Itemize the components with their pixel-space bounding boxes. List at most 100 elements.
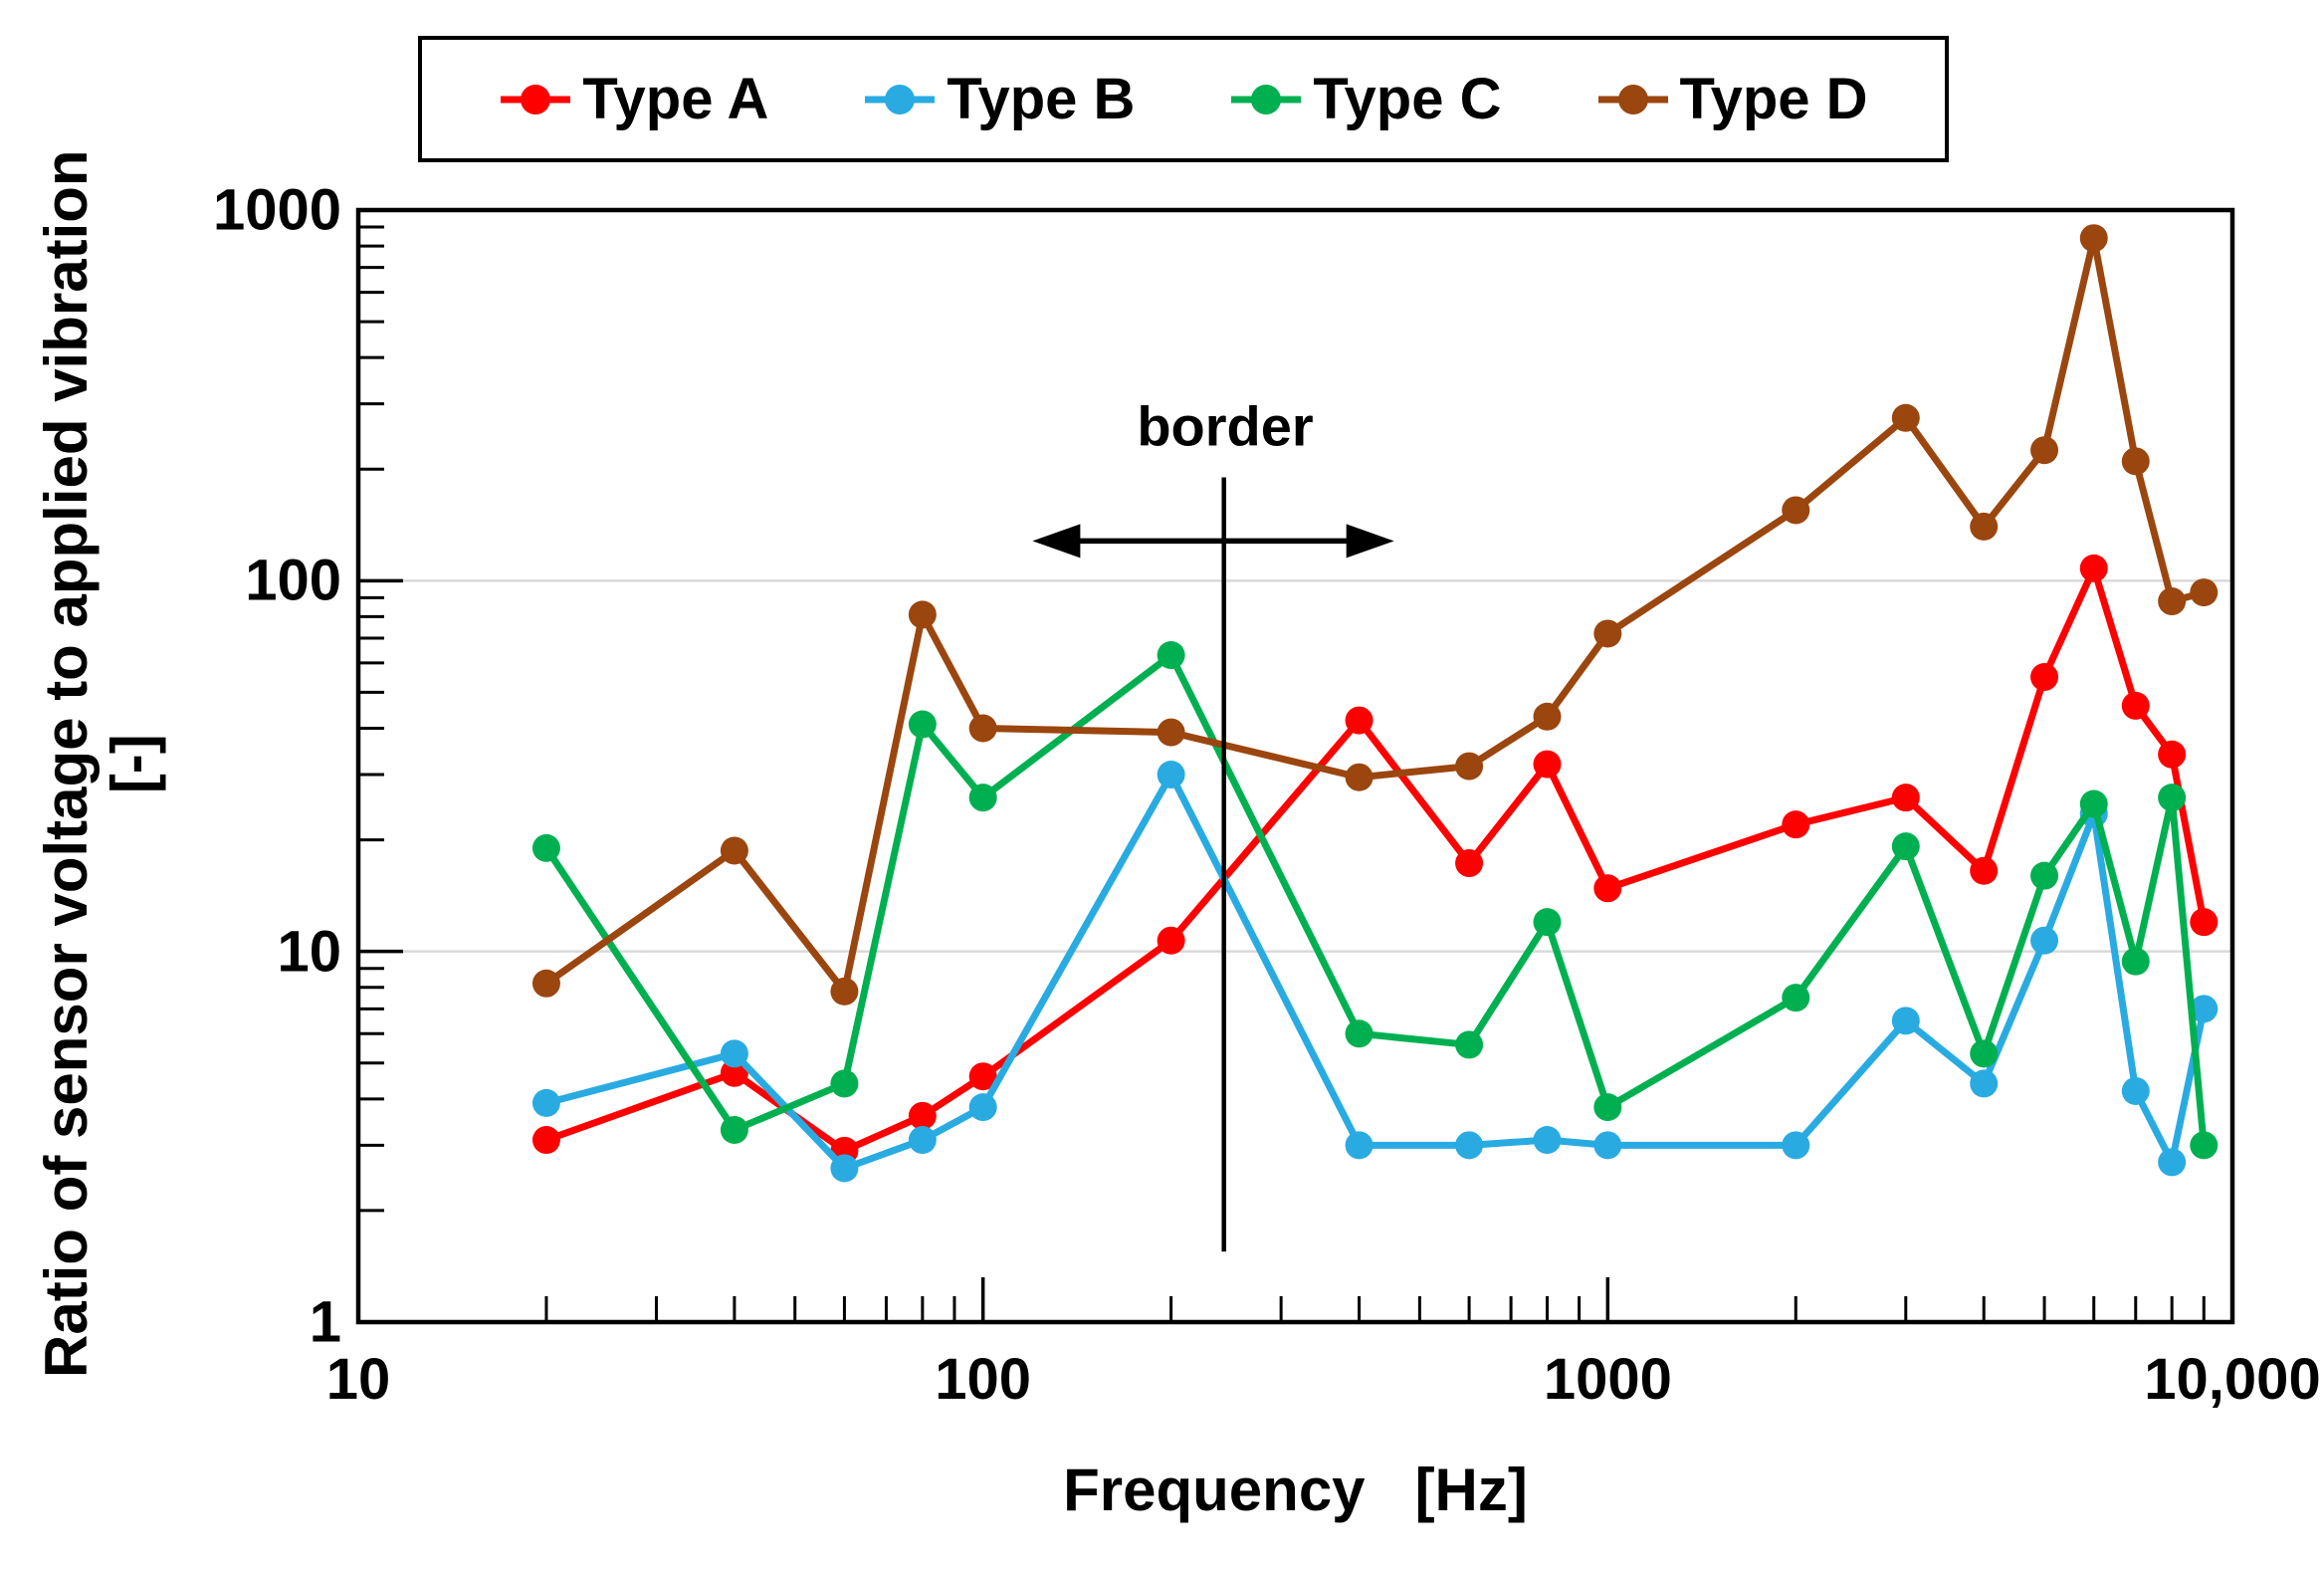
data-point-marker-type-d [2030, 436, 2059, 465]
data-point-marker-type-a [908, 1101, 937, 1130]
data-point-marker-type-b [2190, 995, 2218, 1023]
series-line-type-c [542, 651, 2208, 1149]
data-point-marker-type-d [720, 836, 748, 865]
data-point-marker-type-c [1782, 984, 1810, 1012]
data-point-marker-type-b [2158, 1148, 2187, 1177]
y-tick-label-10: 10 [277, 919, 341, 985]
data-point-marker-type-a [2190, 908, 2218, 937]
legend-label-type-c: Type C [1313, 67, 1502, 131]
y-tick-label-1000: 1000 [212, 177, 341, 243]
data-point-marker-type-c [1455, 1030, 1484, 1059]
data-point-marker-type-a [1891, 784, 1920, 812]
data-point-marker-type-a [1345, 706, 1373, 735]
data-point-marker-type-d [968, 714, 997, 743]
data-point-marker-type-d [1157, 718, 1185, 747]
data-point-marker-type-a [1157, 926, 1185, 955]
data-point-marker-type-c [2121, 947, 2150, 976]
border-annotation-arrowhead-right [1346, 524, 1394, 559]
legend-item-type-d: Type D [1596, 66, 1868, 132]
data-point-marker-type-b [1345, 1131, 1373, 1160]
data-point-marker-type-b [830, 1154, 859, 1183]
data-point-marker-type-c [908, 710, 937, 739]
data-point-marker-type-c [720, 1115, 748, 1144]
data-point-marker-type-c [1157, 641, 1185, 670]
data-point-marker-type-d [2190, 578, 2218, 607]
x-tick-label-10: 10 [325, 1347, 391, 1412]
data-point-marker-type-c [531, 833, 560, 862]
data-point-marker-type-d [1345, 763, 1373, 791]
y-axis-title: Ratio of sensor voltage to applied vibra… [33, 97, 166, 1431]
y-tick-label-100: 100 [245, 548, 341, 613]
data-point-marker-type-c [2030, 861, 2059, 890]
legend-item-type-c: Type C [1229, 66, 1502, 132]
data-point-marker-type-d [1593, 619, 1622, 648]
data-point-marker-type-c [2158, 784, 2187, 812]
data-point-marker-type-b [1970, 1069, 1999, 1098]
legend-marker-icon-type-a [501, 84, 571, 114]
data-point-marker-type-d [1533, 702, 1562, 731]
data-point-marker-type-b [531, 1088, 560, 1117]
legend-label-type-b: Type B [947, 67, 1136, 131]
data-point-marker-type-b [720, 1039, 748, 1068]
x-tick-label-1000: 1000 [1543, 1347, 1672, 1412]
data-point-marker-type-b [908, 1126, 937, 1155]
x-tick-label-100: 100 [935, 1347, 1032, 1412]
x-tick-label-10000: 10,000 [2144, 1347, 2321, 1412]
data-point-marker-type-c [1891, 832, 1920, 861]
legend-label-type-d: Type D [1679, 67, 1868, 131]
data-point-marker-type-b [1891, 1007, 1920, 1035]
y-axis-title-text: Ratio of sensor voltage to applied vibra… [32, 149, 100, 1378]
data-point-marker-type-b [2121, 1076, 2150, 1105]
legend: Type A Type B Type C Type D [418, 36, 1949, 162]
data-point-marker-type-d [2158, 587, 2187, 616]
border-annotation-label: border [1137, 394, 1314, 458]
legend-marker-icon-type-c [1231, 84, 1302, 114]
data-point-marker-type-b [2030, 926, 2059, 955]
data-point-marker-type-c [1593, 1093, 1622, 1122]
legend-item-type-a: Type A [499, 66, 768, 132]
data-point-marker-type-b [1782, 1131, 1810, 1160]
data-point-marker-type-d [1782, 496, 1810, 525]
data-point-marker-type-d [531, 969, 560, 998]
data-point-marker-type-b [1455, 1131, 1484, 1160]
data-point-marker-type-c [1345, 1019, 1373, 1048]
data-point-marker-type-b [1157, 761, 1185, 789]
series-line-type-a [542, 564, 2208, 1155]
data-point-marker-type-a [1533, 750, 1562, 779]
data-point-marker-type-c [2190, 1131, 2218, 1160]
data-point-marker-type-c [1533, 908, 1562, 937]
data-point-marker-type-d [1891, 403, 1920, 432]
data-point-marker-type-a [2158, 740, 2187, 769]
data-point-marker-type-d [1455, 752, 1484, 781]
data-point-marker-type-a [2121, 691, 2150, 720]
data-point-marker-type-a [2030, 663, 2059, 692]
data-point-marker-type-c [2079, 789, 2108, 818]
data-point-marker-type-a [1970, 856, 1999, 885]
data-point-marker-type-b [1533, 1126, 1562, 1155]
legend-marker-icon-type-d [1597, 84, 1668, 114]
plot-frame [355, 207, 2235, 1325]
data-point-marker-type-b [968, 1093, 997, 1122]
data-point-marker-type-d [2079, 224, 2108, 253]
data-point-marker-type-c [830, 1069, 859, 1098]
y-tick-label-1: 1 [309, 1289, 341, 1355]
data-point-marker-type-a [2079, 554, 2108, 582]
data-point-marker-type-a [720, 1058, 748, 1087]
x-axis-title: Frequency [Hz] [1063, 1457, 1528, 1523]
data-point-marker-type-c [1970, 1039, 1999, 1068]
legend-label-type-a: Type A [582, 67, 769, 131]
data-point-marker-type-a [1782, 810, 1810, 839]
data-point-marker-type-c [968, 784, 997, 812]
legend-item-type-b: Type B [863, 66, 1135, 132]
y-axis-title-unit: [-] [100, 734, 166, 794]
data-point-marker-type-b [1593, 1131, 1622, 1160]
data-point-marker-type-d [2121, 447, 2150, 476]
border-annotation-arrowhead-left [1032, 524, 1081, 559]
series-line-type-d [542, 234, 2208, 996]
data-point-marker-type-d [1970, 512, 1999, 541]
data-point-marker-type-a [1593, 874, 1622, 903]
data-point-marker-type-d [830, 977, 859, 1006]
data-point-marker-type-a [968, 1062, 997, 1091]
